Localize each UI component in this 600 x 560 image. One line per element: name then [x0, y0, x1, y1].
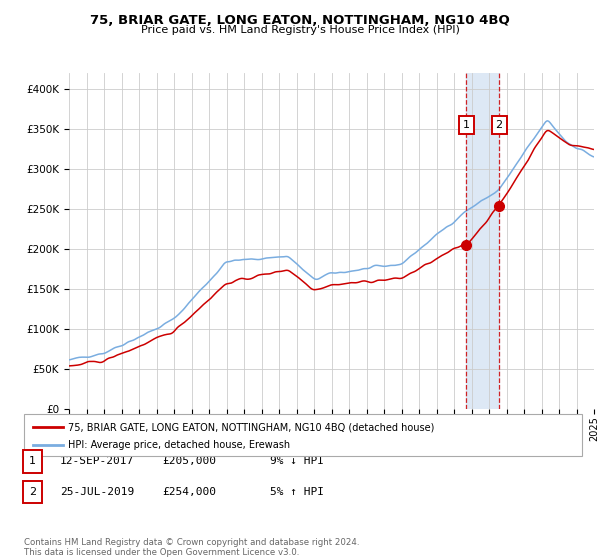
Text: 75, BRIAR GATE, LONG EATON, NOTTINGHAM, NG10 4BQ: 75, BRIAR GATE, LONG EATON, NOTTINGHAM, …	[90, 14, 510, 27]
Text: Contains HM Land Registry data © Crown copyright and database right 2024.
This d: Contains HM Land Registry data © Crown c…	[24, 538, 359, 557]
Text: Price paid vs. HM Land Registry's House Price Index (HPI): Price paid vs. HM Land Registry's House …	[140, 25, 460, 35]
Text: 2: 2	[496, 120, 503, 130]
Text: 12-SEP-2017: 12-SEP-2017	[60, 456, 134, 466]
Text: 1: 1	[29, 456, 36, 466]
Bar	[466, 73, 499, 409]
Text: 25-JUL-2019: 25-JUL-2019	[60, 487, 134, 497]
Text: 1: 1	[463, 120, 470, 130]
Text: 2: 2	[29, 487, 36, 497]
Text: £205,000: £205,000	[162, 456, 216, 466]
Text: 75, BRIAR GATE, LONG EATON, NOTTINGHAM, NG10 4BQ (detached house): 75, BRIAR GATE, LONG EATON, NOTTINGHAM, …	[68, 422, 434, 432]
Text: 9% ↓ HPI: 9% ↓ HPI	[270, 456, 324, 466]
Text: HPI: Average price, detached house, Erewash: HPI: Average price, detached house, Erew…	[68, 440, 290, 450]
Text: 5% ↑ HPI: 5% ↑ HPI	[270, 487, 324, 497]
Text: £254,000: £254,000	[162, 487, 216, 497]
